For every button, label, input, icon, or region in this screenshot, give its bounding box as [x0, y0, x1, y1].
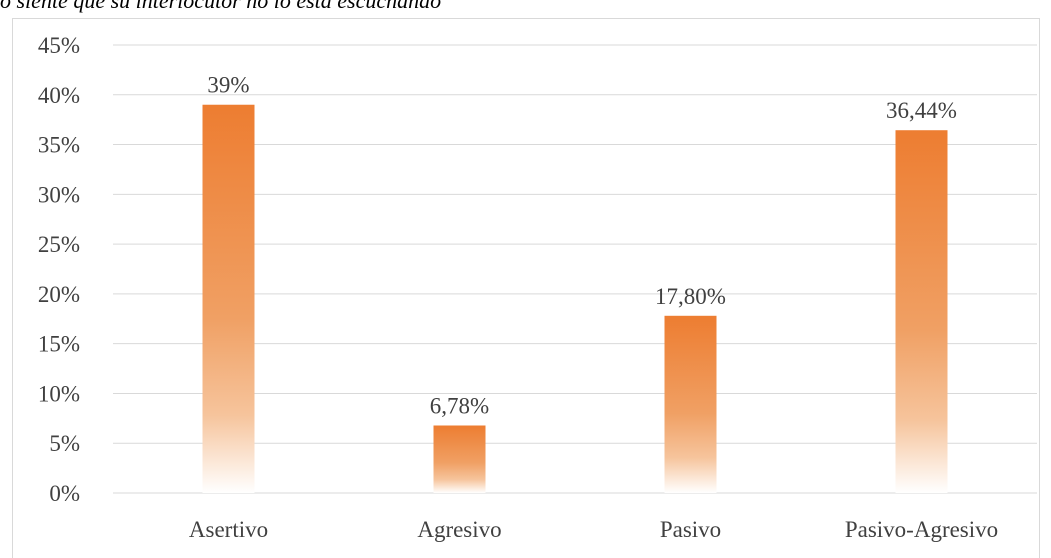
y-tick-label: 15%	[38, 332, 80, 357]
y-tick-label: 25%	[38, 232, 80, 257]
data-label: 36,44%	[886, 98, 957, 123]
chart-frame	[12, 18, 1040, 558]
y-tick-label: 30%	[38, 182, 80, 207]
x-tick-label: Agresivo	[417, 517, 501, 542]
bar	[202, 104, 255, 493]
y-tick-label: 10%	[38, 381, 80, 406]
chart-title: o siente que su interlocutor no lo está …	[0, 0, 441, 13]
x-tick-label: Asertivo	[189, 517, 268, 542]
data-label: 39%	[207, 73, 249, 98]
y-tick-label: 35%	[38, 133, 80, 158]
x-tick-label: Pasivo-Agresivo	[845, 517, 998, 542]
y-tick-label: 0%	[49, 481, 80, 506]
y-tick-label: 45%	[38, 33, 80, 58]
y-tick-label: 20%	[38, 282, 80, 307]
data-label: 6,78%	[430, 394, 489, 419]
bar	[433, 425, 486, 493]
x-tick-label: Pasivo	[660, 517, 721, 542]
y-tick-label: 40%	[38, 83, 80, 108]
bar	[664, 315, 717, 493]
data-label: 17,80%	[655, 284, 726, 309]
y-tick-label: 5%	[49, 431, 80, 456]
bar	[895, 130, 948, 494]
